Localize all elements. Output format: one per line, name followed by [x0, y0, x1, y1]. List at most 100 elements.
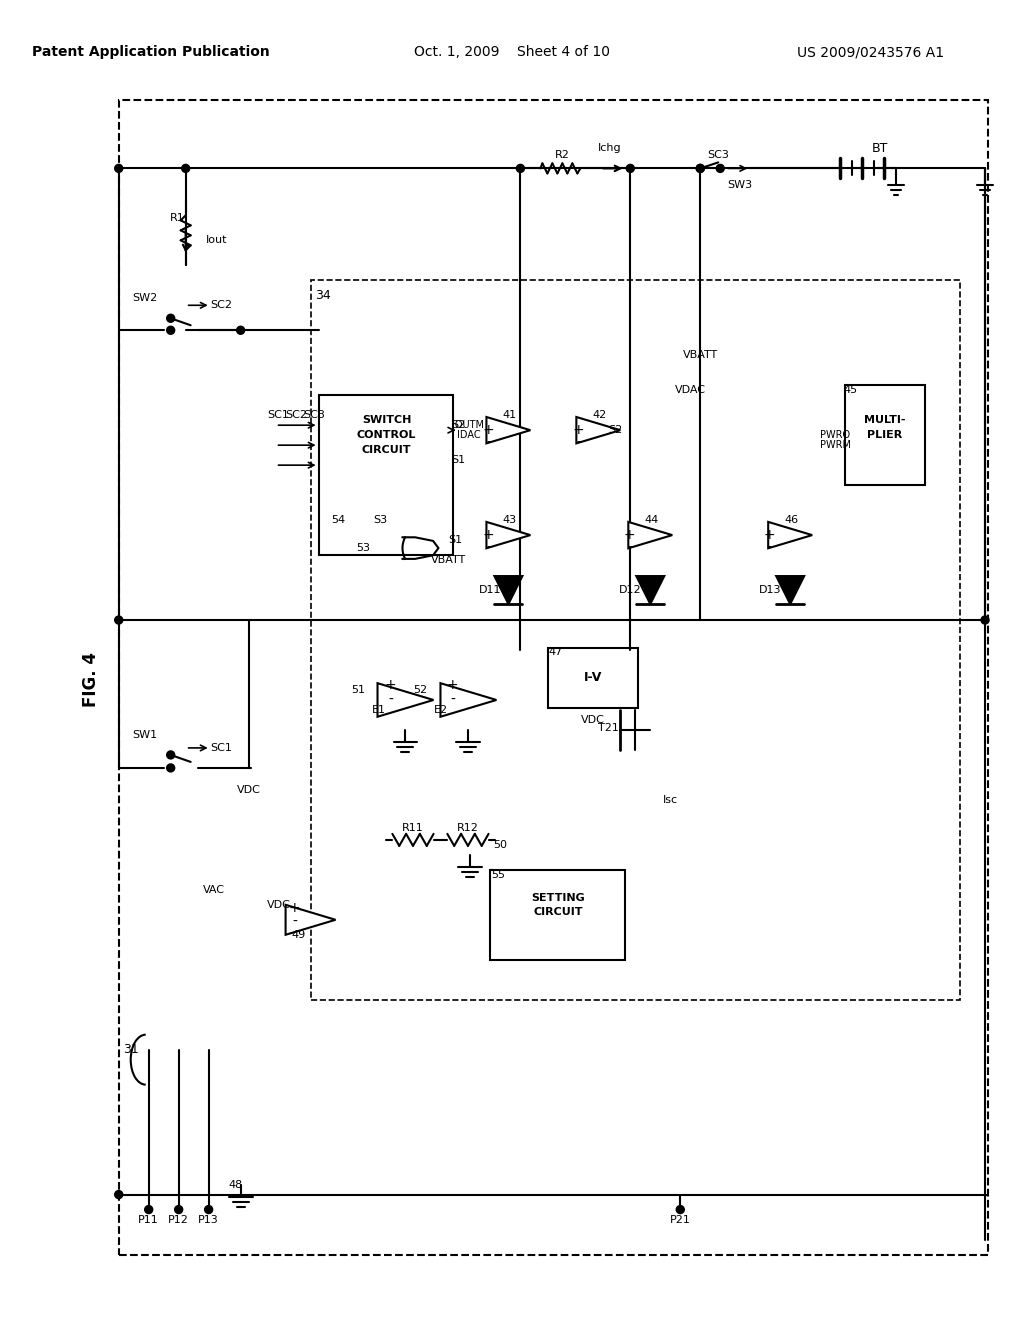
Text: IDAC: IDAC: [457, 430, 480, 440]
Text: 55: 55: [492, 870, 506, 880]
Text: R12: R12: [457, 822, 479, 833]
Circle shape: [676, 1205, 684, 1213]
Text: +: +: [624, 528, 635, 543]
Text: 42: 42: [592, 411, 606, 420]
Circle shape: [115, 1191, 123, 1199]
Circle shape: [237, 326, 245, 334]
Text: +: +: [289, 900, 300, 915]
Circle shape: [516, 165, 524, 173]
Text: +: +: [482, 424, 495, 437]
Text: SC2: SC2: [211, 300, 232, 310]
Text: -: -: [575, 436, 581, 450]
Text: VDAC: VDAC: [675, 385, 706, 395]
Text: 52: 52: [414, 685, 428, 694]
Text: S1: S1: [452, 455, 466, 465]
Text: S2: S2: [608, 425, 623, 436]
Text: 43: 43: [503, 515, 516, 525]
Text: D13: D13: [759, 585, 781, 595]
Circle shape: [144, 1205, 153, 1213]
Text: -: -: [450, 693, 455, 708]
Circle shape: [716, 165, 724, 173]
Polygon shape: [486, 417, 530, 444]
Text: IOUTM: IOUTM: [453, 420, 484, 430]
Text: VDC: VDC: [582, 715, 605, 725]
Text: 45: 45: [843, 385, 857, 395]
Text: CONTROL: CONTROL: [356, 430, 416, 440]
Circle shape: [115, 616, 123, 624]
Text: 34: 34: [315, 289, 332, 302]
Text: 44: 44: [644, 515, 658, 525]
Polygon shape: [577, 417, 621, 444]
Circle shape: [627, 165, 634, 173]
Text: R1: R1: [170, 214, 185, 223]
Text: 47: 47: [548, 647, 562, 657]
Text: 50: 50: [494, 840, 508, 850]
Text: -: -: [767, 541, 772, 556]
Text: SWITCH: SWITCH: [361, 416, 412, 425]
Polygon shape: [495, 576, 522, 605]
Circle shape: [167, 764, 175, 772]
Text: CIRCUIT: CIRCUIT: [361, 445, 412, 455]
Text: VBATT: VBATT: [431, 556, 466, 565]
Text: T21: T21: [598, 723, 618, 733]
Polygon shape: [629, 521, 673, 548]
Text: E1: E1: [372, 705, 385, 715]
Circle shape: [181, 165, 189, 173]
Text: R2: R2: [555, 150, 569, 161]
Text: VDC: VDC: [237, 785, 260, 795]
Text: 51: 51: [351, 685, 366, 694]
Polygon shape: [440, 684, 497, 717]
Text: SC1: SC1: [267, 411, 290, 420]
Text: S3: S3: [374, 515, 387, 525]
Text: Iout: Iout: [206, 235, 227, 246]
Bar: [549, 648, 638, 708]
Polygon shape: [378, 684, 433, 717]
Text: CIRCUIT: CIRCUIT: [534, 907, 583, 917]
Text: 46: 46: [784, 515, 799, 525]
Polygon shape: [286, 904, 336, 935]
Circle shape: [981, 616, 989, 624]
Text: PWRO: PWRO: [820, 430, 850, 440]
Text: SC2: SC2: [286, 411, 307, 420]
Polygon shape: [486, 521, 530, 548]
Text: +: +: [385, 678, 396, 692]
Text: SW3: SW3: [728, 181, 753, 190]
Text: 54: 54: [332, 515, 346, 525]
Text: SETTING: SETTING: [531, 892, 586, 903]
Polygon shape: [768, 521, 812, 548]
Text: VDC: VDC: [266, 900, 291, 909]
Text: 48: 48: [228, 1180, 243, 1189]
Text: -: -: [627, 541, 632, 556]
Text: P13: P13: [199, 1214, 219, 1225]
Circle shape: [696, 165, 705, 173]
Text: Oct. 1, 2009    Sheet 4 of 10: Oct. 1, 2009 Sheet 4 of 10: [415, 45, 610, 59]
Text: PLIER: PLIER: [867, 430, 903, 440]
Polygon shape: [776, 576, 804, 605]
Text: I-V: I-V: [584, 672, 602, 685]
Bar: [318, 395, 454, 556]
Text: D12: D12: [618, 585, 642, 595]
Text: S1: S1: [449, 535, 463, 545]
Text: Ichg: Ichg: [598, 144, 622, 153]
Text: FIG. 4: FIG. 4: [82, 652, 99, 708]
Text: VBATT: VBATT: [683, 350, 718, 360]
Text: SC3: SC3: [708, 150, 729, 161]
Text: +: +: [482, 528, 495, 543]
Text: SW1: SW1: [132, 730, 158, 741]
Circle shape: [696, 165, 705, 173]
Text: 31: 31: [123, 1043, 138, 1056]
Bar: [490, 870, 626, 960]
Polygon shape: [636, 576, 665, 605]
Circle shape: [167, 326, 175, 334]
Text: US 2009/0243576 A1: US 2009/0243576 A1: [797, 45, 944, 59]
Text: Patent Application Publication: Patent Application Publication: [32, 45, 269, 59]
Text: R11: R11: [402, 822, 424, 833]
Circle shape: [167, 314, 175, 322]
Text: P21: P21: [670, 1214, 691, 1225]
Circle shape: [167, 751, 175, 759]
Text: P12: P12: [168, 1214, 189, 1225]
Text: VAC: VAC: [203, 884, 224, 895]
Circle shape: [205, 1205, 213, 1213]
Text: SC3: SC3: [304, 411, 326, 420]
Text: S2: S2: [452, 420, 466, 430]
